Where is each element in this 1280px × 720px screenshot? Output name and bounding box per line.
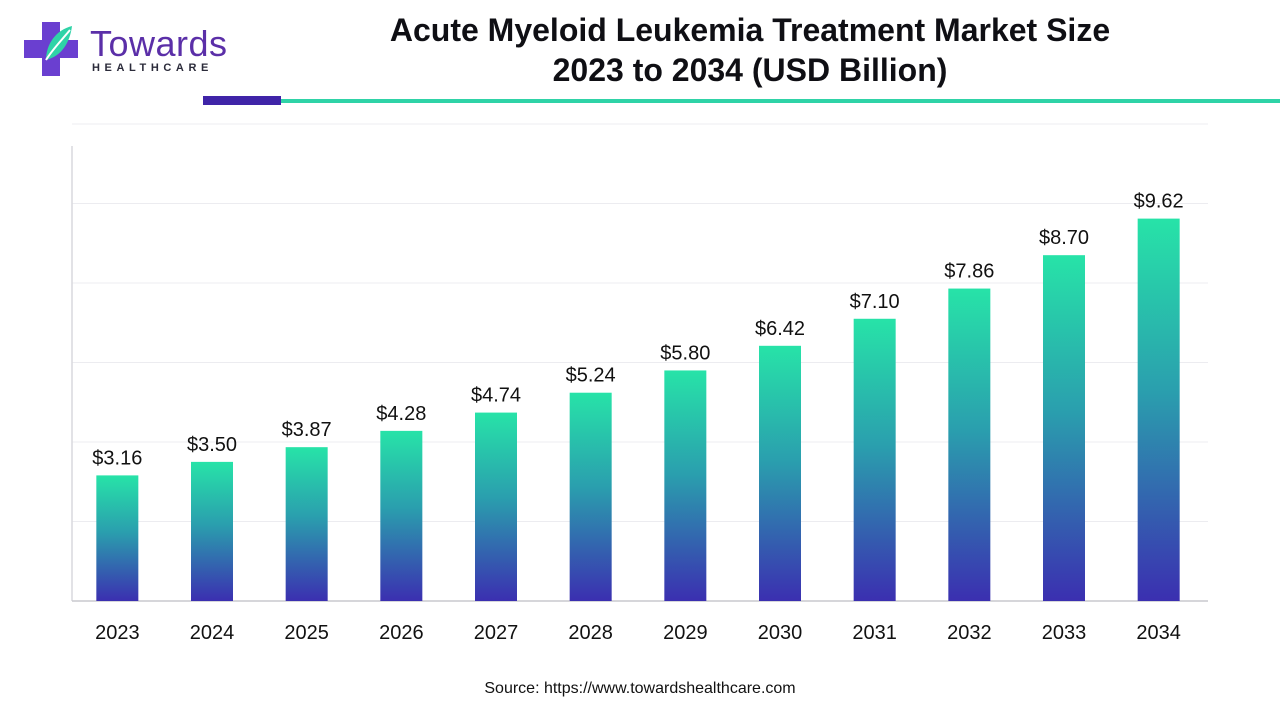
value-label-2028: $5.24 — [566, 365, 616, 387]
logo-name: Towards — [90, 23, 228, 64]
x-tick-2027: 2027 — [474, 622, 519, 644]
x-tick-2033: 2033 — [1042, 622, 1087, 644]
x-tick-2034: 2034 — [1136, 622, 1181, 644]
x-tick-labels: 2023 2024 2025 2026 2027 2028 2029 2030 2031 2032… — [95, 622, 1181, 644]
source-note: Source: https://www.towardshealthcare.co… — [484, 680, 796, 697]
x-tick-2032: 2032 — [947, 622, 992, 644]
x-tick-2023: 2023 — [95, 622, 140, 644]
value-label-2025: $3.87 — [282, 419, 332, 441]
bar-2031 — [853, 318, 896, 601]
gridlines — [72, 123, 1208, 522]
bar-2023 — [96, 475, 139, 601]
chart-title: Acute Myeloid Leukemia Treatment Market … — [290, 10, 1210, 90]
value-label-2024: $3.50 — [187, 434, 237, 456]
x-tick-2029: 2029 — [663, 622, 708, 644]
x-tick-2026: 2026 — [379, 622, 424, 644]
value-label-2023: $3.16 — [92, 447, 142, 469]
value-label-2033: $8.70 — [1039, 227, 1089, 249]
bar-2030 — [759, 345, 801, 601]
bars — [96, 218, 1180, 602]
value-label-2029: $5.80 — [660, 342, 710, 364]
title-line-1: Acute Myeloid Leukemia Treatment Market … — [389, 12, 1111, 48]
accent-bar-dark — [203, 96, 281, 105]
brand-logo: Towards HEALTHCARE — [22, 20, 242, 80]
bar-2025 — [285, 447, 328, 601]
axes — [71, 146, 1208, 602]
bar-2024 — [191, 461, 233, 601]
value-label-2031: $7.10 — [850, 291, 900, 313]
x-tick-2025: 2025 — [284, 622, 329, 644]
x-tick-2024: 2024 — [190, 622, 235, 644]
value-label-2030: $6.42 — [755, 318, 805, 340]
accent-bar-teal — [281, 99, 1280, 103]
value-label-2026: $4.28 — [376, 403, 426, 425]
value-label-2034: $9.62 — [1134, 191, 1184, 213]
logo-subtitle: HEALTHCARE — [92, 62, 213, 74]
value-label-2032: $7.86 — [944, 261, 994, 283]
title-line-2: 2023 to 2034 (USD Billion) — [552, 52, 948, 88]
bar-2027 — [475, 412, 517, 601]
bar-2028 — [569, 392, 612, 601]
value-label-2027: $4.74 — [471, 385, 521, 407]
value-labels: $3.16 $3.50 $3.87 $4.28 $4.74 $5.24 $5.80 $6.42… — [92, 191, 1183, 470]
bar-2033 — [1043, 255, 1085, 602]
x-tick-2028: 2028 — [568, 622, 613, 644]
bar-2034 — [1137, 218, 1180, 602]
x-tick-2031: 2031 — [852, 622, 897, 644]
bar-2029 — [664, 370, 707, 601]
bar-2032 — [948, 288, 991, 601]
x-tick-2030: 2030 — [758, 622, 803, 644]
medical-cross-icon — [24, 22, 78, 76]
bar-2026 — [380, 430, 423, 601]
